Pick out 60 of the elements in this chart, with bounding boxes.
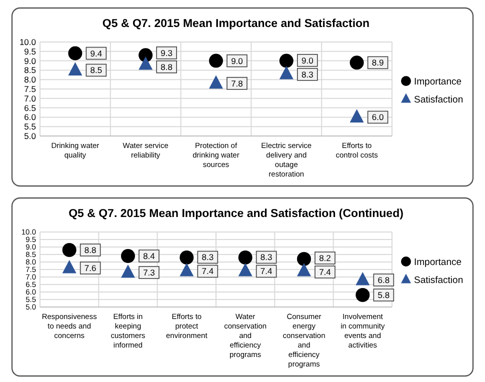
point [350, 56, 364, 70]
y-tick-label: 7.0 [24, 93, 36, 104]
data-label: 7.8 [231, 78, 244, 88]
y-tick-label: 9.0 [24, 56, 36, 66]
data-label: 7.4 [319, 266, 332, 277]
data-label: 9.4 [90, 48, 102, 58]
data-label: 9.3 [160, 48, 173, 58]
legend-label: Importance [414, 256, 462, 268]
chart-title: Q5 & Q7. 2015 Mean Importance and Satisfaction [102, 18, 370, 30]
y-tick-label: 9.5 [24, 46, 36, 56]
data-label: 8.8 [84, 244, 97, 255]
y-tick-label: 7.5 [24, 84, 36, 94]
point [356, 272, 370, 286]
data-label: 8.2 [319, 252, 332, 263]
legend-label: Satisfaction [414, 274, 464, 286]
point [68, 46, 82, 60]
point [138, 48, 153, 62]
point [180, 250, 194, 264]
point [279, 54, 294, 68]
y-tick-label: 8.0 [24, 74, 36, 85]
y-tick-label: 8.5 [24, 65, 36, 76]
point [180, 262, 194, 276]
point [68, 62, 82, 76]
point [238, 250, 252, 264]
legend-label: Importance [414, 76, 462, 88]
data-label: 8.8 [160, 62, 173, 72]
point [297, 252, 311, 266]
point [62, 243, 76, 257]
point [209, 75, 223, 89]
data-label: 7.3 [143, 267, 156, 278]
point [238, 262, 252, 276]
point [297, 262, 311, 276]
data-label: 8.3 [301, 69, 314, 80]
point [121, 249, 135, 263]
y-tick-label: 5.0 [24, 130, 36, 141]
data-label: 7.4 [260, 266, 273, 276]
data-label: 6.8 [378, 274, 390, 285]
chart-title: Q5 & Q7. 2015 Mean Importance and Satisfaction (Continued) [68, 208, 404, 220]
data-label: 8.5 [90, 65, 102, 76]
y-tick-label: 6.0 [24, 112, 36, 122]
data-label: 7.4 [202, 266, 214, 276]
point [209, 54, 223, 68]
point [138, 56, 153, 70]
data-label: 8.4 [143, 250, 156, 261]
point [350, 109, 364, 122]
data-label: 5.8 [378, 290, 390, 300]
data-label: 9.0 [301, 55, 314, 66]
data-label: 6.0 [372, 112, 384, 122]
data-label: 9.0 [231, 56, 244, 66]
point [279, 66, 294, 80]
point [62, 260, 76, 274]
y-tick-label: 5.5 [24, 122, 36, 132]
point [121, 264, 135, 278]
y-tick-label: 10.0 [19, 36, 36, 47]
data-label: 8.9 [372, 58, 384, 68]
data-label: 8.3 [202, 252, 214, 262]
y-tick-label: 6.5 [24, 102, 36, 113]
data-label: 7.6 [84, 262, 97, 273]
legend-label: Satisfaction [414, 94, 464, 106]
data-label: 8.3 [260, 252, 273, 262]
